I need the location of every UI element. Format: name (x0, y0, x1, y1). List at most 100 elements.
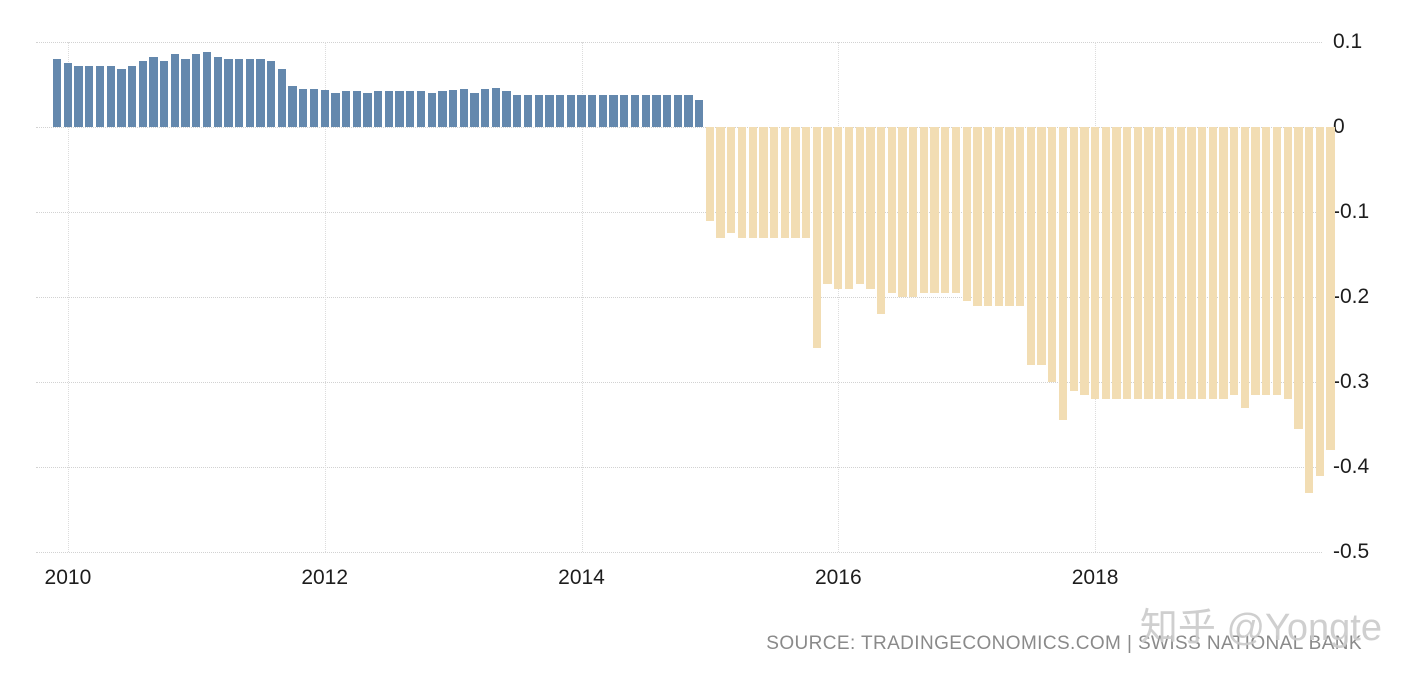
x-tick-label: 2010 (44, 566, 92, 589)
bar-negative (1251, 127, 1260, 395)
bar-positive (395, 91, 404, 127)
bar-negative (1144, 127, 1153, 399)
bar-negative (1133, 127, 1143, 399)
bar-negative (737, 127, 747, 238)
bar-positive (234, 59, 244, 127)
bar-negative (951, 127, 961, 293)
bar-positive (181, 59, 190, 127)
bar-positive (641, 94, 650, 127)
bar-negative (1048, 127, 1057, 382)
bar-positive (630, 94, 640, 127)
grid-line-vertical (838, 42, 840, 552)
bar-negative (1240, 127, 1250, 408)
bar-positive (577, 94, 586, 127)
y-tick-label: 0 (1333, 115, 1345, 138)
bar-positive (363, 93, 372, 127)
bar-negative (866, 127, 875, 289)
bar-positive (481, 88, 490, 127)
bar-positive (309, 88, 319, 127)
bar-positive (545, 94, 554, 127)
bar-negative (1219, 127, 1228, 399)
bar-negative (973, 127, 982, 306)
bar-positive (341, 91, 351, 127)
grid-line-vertical (581, 42, 583, 552)
bar-negative (1069, 127, 1078, 391)
bar-positive (566, 94, 575, 127)
bar-positive (416, 91, 426, 127)
bar-negative (769, 127, 779, 238)
bar-negative (716, 127, 725, 238)
bar-negative (1326, 127, 1335, 450)
bar-negative (876, 127, 886, 314)
bar-positive (245, 59, 254, 127)
bar-negative (1262, 127, 1271, 395)
bar-negative (1187, 127, 1196, 399)
bar-positive (53, 59, 62, 127)
bar-positive (588, 94, 597, 127)
bar-positive (470, 93, 479, 127)
bar-positive (555, 94, 565, 127)
bar-positive (106, 65, 115, 127)
bar-negative (1315, 127, 1324, 476)
bar-positive (695, 99, 704, 127)
y-tick-label: -0.4 (1333, 455, 1370, 478)
bar-negative (1283, 127, 1292, 399)
bar-negative (759, 127, 768, 238)
source-attribution: SOURCE: TRADINGECONOMICS.COM | SWISS NAT… (766, 633, 1362, 654)
bar-positive (202, 52, 212, 127)
bar-negative (1230, 127, 1239, 395)
bar-positive (277, 69, 287, 127)
bar-negative (844, 127, 854, 289)
bar-negative (1176, 127, 1185, 399)
grid-line-vertical (67, 42, 69, 552)
grid-line-horizontal (36, 467, 1322, 468)
bar-positive (160, 60, 169, 127)
grid-line-horizontal (36, 382, 1322, 383)
bar-negative (1112, 127, 1121, 399)
bar-negative (823, 127, 832, 285)
bar-positive (224, 59, 233, 127)
bar-negative (983, 127, 993, 306)
x-tick-label: 2012 (301, 566, 349, 589)
bar-positive (138, 60, 147, 127)
bar-positive (491, 87, 501, 127)
bar-positive (673, 94, 682, 127)
bar-positive (620, 94, 629, 127)
x-tick-label: 2016 (814, 566, 862, 589)
bar-negative (1123, 127, 1132, 399)
bar-negative (1197, 127, 1207, 399)
bar-positive (320, 90, 329, 127)
bar-negative (1208, 127, 1217, 399)
bar-positive (170, 53, 180, 127)
bar-negative (791, 127, 800, 238)
bar-negative (941, 127, 950, 293)
bar-negative (930, 127, 939, 293)
bar-positive (63, 63, 73, 127)
bar-negative (1165, 127, 1175, 399)
bar-negative (1026, 127, 1036, 365)
bar-positive (502, 91, 511, 127)
bar-positive (127, 65, 137, 127)
bar-negative (780, 127, 789, 238)
bar-positive (459, 88, 468, 127)
bar-positive (267, 60, 276, 127)
bar-negative (705, 127, 715, 221)
bar-negative (802, 127, 811, 238)
y-tick-label: -0.1 (1333, 200, 1370, 223)
bar-positive (374, 91, 383, 127)
bar-negative (1272, 127, 1282, 395)
bar-positive (609, 94, 618, 127)
bar-negative (887, 127, 896, 293)
y-tick-label: -0.5 (1333, 540, 1370, 563)
bar-positive (448, 90, 458, 127)
grid-line-horizontal (36, 42, 1322, 43)
bar-negative (748, 127, 757, 238)
bar-negative (919, 127, 929, 293)
bar-positive (85, 65, 94, 127)
bar-positive (288, 86, 297, 127)
watermark-zhihu-yongte: 知乎 @Yongte (1139, 607, 1382, 649)
bar-positive (192, 53, 201, 127)
bar-negative (1155, 127, 1164, 399)
